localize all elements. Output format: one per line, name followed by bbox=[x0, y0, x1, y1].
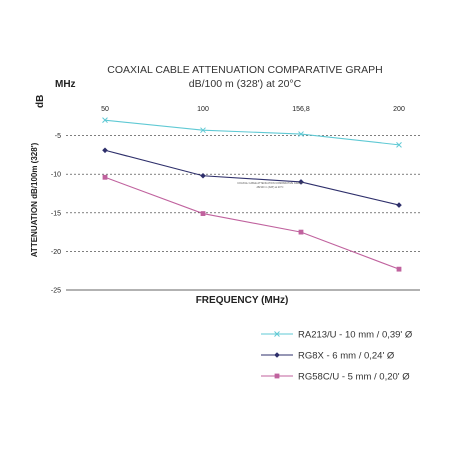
legend-item: RG8X - 6 mm / 0,24' Ø bbox=[261, 351, 395, 362]
x-tick-label: 100 bbox=[197, 106, 209, 113]
legend-item: RG58C/U - 5 mm / 0,20' Ø bbox=[261, 372, 410, 383]
marker-stroke bbox=[298, 131, 304, 137]
center-annotation: COAXIAL CABLE ATTENUATION COMPARATIVE GR… bbox=[237, 182, 303, 189]
x-tick-label: 156,8 bbox=[292, 106, 310, 113]
y-tick-labels: -5 -10 -15 -20 -25 bbox=[51, 133, 61, 294]
data-point bbox=[274, 373, 280, 379]
legend-label: RG58C/U - 5 mm / 0,20' Ø bbox=[298, 372, 410, 383]
y-tick-label: -20 bbox=[51, 249, 61, 256]
data-point bbox=[298, 131, 304, 137]
legend-label: RG8X - 6 mm / 0,24' Ø bbox=[298, 351, 395, 362]
data-point bbox=[102, 147, 108, 154]
annotation-line-1: COAXIAL CABLE ATTENUATION COMPARATIVE GR… bbox=[237, 182, 303, 185]
data-point bbox=[274, 352, 280, 358]
y-tick-label: -5 bbox=[55, 133, 61, 140]
x-tick-label: 200 bbox=[393, 106, 405, 113]
marker-stroke bbox=[274, 331, 280, 337]
marker-stroke bbox=[102, 117, 108, 124]
series-group bbox=[102, 117, 402, 272]
y-tick-label: -25 bbox=[51, 288, 61, 295]
series-2 bbox=[102, 147, 402, 208]
data-point bbox=[102, 117, 108, 124]
y-tick-label: -15 bbox=[51, 210, 61, 217]
x-tick-labels: 50 100 156,8 200 bbox=[101, 106, 405, 113]
chart-title: COAXIAL CABLE ATTENUATION COMPARATIVE GR… bbox=[107, 64, 382, 76]
series-line bbox=[104, 119, 400, 146]
legend-item: RA213/U - 10 mm / 0,39' Ø bbox=[261, 330, 413, 341]
chart-subtitle: dB/100 m (328') at 20°C bbox=[189, 78, 302, 90]
x-tick-label: 50 bbox=[101, 106, 109, 113]
annotation-line-2: dB/100 m (328') at 20°C bbox=[257, 186, 284, 189]
data-point bbox=[102, 174, 108, 180]
data-point bbox=[396, 202, 402, 208]
data-point bbox=[200, 172, 206, 179]
data-point bbox=[200, 127, 206, 134]
data-point bbox=[396, 266, 402, 272]
y-unit-label: dB bbox=[35, 95, 46, 108]
series-line bbox=[104, 149, 400, 206]
x-unit-label: MHz bbox=[55, 79, 76, 90]
x-axis-title: FREQUENCY (MHz) bbox=[196, 295, 289, 306]
data-point bbox=[396, 142, 402, 148]
legend: RA213/U - 10 mm / 0,39' Ø RG8X - 6 mm / 0… bbox=[261, 330, 413, 383]
grid-lines bbox=[66, 135, 420, 291]
legend-label: RA213/U - 10 mm / 0,39' Ø bbox=[298, 330, 413, 341]
y-axis-title: ATTENUATION dB/100m (328') bbox=[30, 142, 39, 257]
data-point bbox=[298, 229, 304, 235]
data-point bbox=[200, 211, 206, 216]
data-point bbox=[298, 179, 304, 185]
series-line bbox=[104, 176, 400, 270]
y-tick-label: -10 bbox=[51, 172, 61, 179]
series-3 bbox=[102, 174, 402, 272]
marker-stroke bbox=[200, 127, 206, 134]
marker-stroke bbox=[396, 142, 402, 148]
data-point bbox=[274, 331, 280, 337]
series-1 bbox=[102, 117, 402, 148]
